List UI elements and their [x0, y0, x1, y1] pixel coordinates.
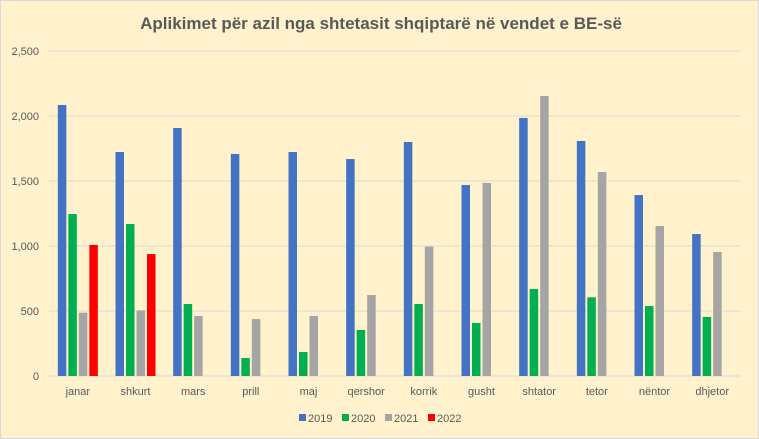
- x-tick-label: qershor: [348, 386, 386, 398]
- x-tick-label: maj: [300, 386, 318, 398]
- x-tick-label: tetor: [586, 386, 608, 398]
- bar-2020-korrik: [414, 303, 423, 376]
- legend-swatch-2019: [299, 414, 306, 421]
- legend-label: 2020: [351, 413, 375, 425]
- bar-2021-dhjetor: [713, 251, 722, 376]
- bar-2020-gusht: [472, 322, 481, 376]
- bar-2021-gusht: [482, 182, 491, 376]
- bar-2019-janar: [57, 104, 67, 376]
- bar-2020-janar: [68, 214, 77, 376]
- x-tick-label: prill: [242, 386, 259, 398]
- legend-swatch-2020: [342, 414, 349, 421]
- y-tick-label: 500: [21, 306, 39, 318]
- bar-2019-maj: [288, 152, 297, 376]
- x-tick-label: shtator: [522, 386, 556, 398]
- bar-2019-dhjetor: [692, 234, 701, 376]
- bar-2019-prill: [230, 153, 240, 376]
- x-tick-label: dhjetor: [695, 386, 729, 398]
- legend-swatch-2021: [385, 414, 392, 421]
- x-tick-label: gusht: [468, 386, 495, 398]
- bar-2021-nëntor: [655, 225, 664, 376]
- bar-2021-prill: [251, 319, 261, 376]
- x-tick-label: mars: [181, 386, 206, 398]
- x-tick-label: shkurt: [121, 386, 151, 398]
- y-tick-label: 2,500: [11, 46, 39, 58]
- bar-2021-korrik: [424, 246, 434, 376]
- y-tick-label: 2,000: [11, 111, 39, 123]
- bar-2022-shkurt: [147, 254, 156, 376]
- x-tick-label: janar: [65, 386, 91, 398]
- legend-label: 2021: [394, 413, 418, 425]
- y-tick-label: 1,500: [11, 176, 39, 188]
- x-tick-label: nëntor: [639, 386, 671, 398]
- bar-2019-korrik: [403, 142, 413, 376]
- bar-2022-janar: [89, 244, 98, 376]
- y-tick-label: 0: [33, 371, 39, 383]
- bar-2021-shkurt: [136, 310, 145, 376]
- bar-2021-qershor: [367, 295, 376, 376]
- bar-2020-nëntor: [645, 306, 654, 376]
- x-tick-label: korrik: [410, 386, 437, 398]
- bar-2019-gusht: [461, 185, 470, 376]
- bar-2020-shtator: [529, 289, 539, 376]
- bar-2020-prill: [241, 358, 250, 376]
- chart-title: Aplikimet për azil nga shtetasit shqipta…: [140, 14, 622, 33]
- bar-2020-shkurt: [126, 224, 135, 376]
- bar-2021-shtator: [540, 95, 549, 376]
- bar-2019-tetor: [576, 140, 586, 376]
- bar-2019-shtator: [519, 117, 528, 376]
- bar-2019-shkurt: [115, 152, 124, 376]
- bar-2021-tetor: [597, 172, 607, 376]
- bar-2020-maj: [299, 351, 308, 376]
- bar-2020-tetor: [587, 297, 596, 376]
- bar-2020-qershor: [356, 329, 366, 376]
- legend-label: 2022: [437, 413, 461, 425]
- bar-2021-maj: [309, 315, 318, 376]
- legend-swatch-2022: [428, 414, 435, 421]
- legend-label: 2019: [308, 413, 332, 425]
- bar-2019-qershor: [346, 159, 355, 376]
- bar-2021-mars: [194, 315, 203, 376]
- bar-2020-dhjetor: [702, 316, 712, 376]
- bar-2019-nëntor: [634, 195, 643, 376]
- bar-2020-mars: [183, 303, 193, 376]
- y-tick-label: 1,000: [11, 241, 39, 253]
- bar-2021-janar: [78, 312, 88, 376]
- bar-2019-mars: [173, 127, 182, 377]
